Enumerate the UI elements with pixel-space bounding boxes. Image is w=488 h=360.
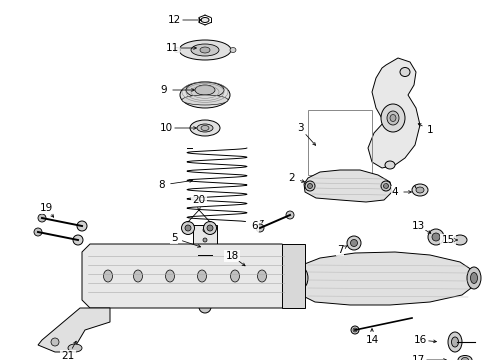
- Text: 21: 21: [61, 351, 75, 360]
- Polygon shape: [38, 308, 110, 352]
- Text: 4: 4: [391, 187, 398, 197]
- Ellipse shape: [383, 184, 387, 189]
- Ellipse shape: [411, 184, 427, 196]
- Polygon shape: [198, 255, 212, 295]
- Ellipse shape: [461, 357, 468, 360]
- Polygon shape: [304, 170, 391, 202]
- Text: 12: 12: [167, 15, 180, 25]
- Polygon shape: [367, 58, 419, 168]
- Polygon shape: [294, 252, 474, 305]
- Ellipse shape: [469, 273, 476, 284]
- Ellipse shape: [181, 221, 194, 234]
- Text: 17: 17: [410, 355, 424, 360]
- Ellipse shape: [447, 332, 461, 352]
- Text: 13: 13: [410, 221, 424, 231]
- Text: 19: 19: [40, 203, 53, 213]
- Ellipse shape: [185, 82, 224, 98]
- Ellipse shape: [350, 326, 358, 334]
- Ellipse shape: [179, 40, 230, 60]
- Ellipse shape: [386, 111, 398, 125]
- Ellipse shape: [206, 225, 213, 231]
- Ellipse shape: [201, 18, 208, 22]
- Ellipse shape: [346, 236, 360, 250]
- Text: 8: 8: [159, 180, 165, 190]
- Ellipse shape: [352, 328, 356, 332]
- Polygon shape: [193, 225, 217, 255]
- Ellipse shape: [203, 238, 206, 242]
- Ellipse shape: [257, 270, 266, 282]
- Text: 15: 15: [441, 235, 454, 245]
- Text: 5: 5: [170, 233, 177, 243]
- Ellipse shape: [203, 228, 206, 232]
- Text: 14: 14: [365, 335, 378, 345]
- Ellipse shape: [201, 126, 208, 130]
- Ellipse shape: [203, 221, 216, 234]
- Ellipse shape: [229, 48, 236, 53]
- Ellipse shape: [466, 267, 480, 289]
- Ellipse shape: [190, 120, 220, 136]
- Ellipse shape: [180, 82, 229, 108]
- Ellipse shape: [380, 104, 404, 132]
- Ellipse shape: [198, 295, 212, 305]
- Ellipse shape: [195, 85, 215, 95]
- Ellipse shape: [197, 270, 206, 282]
- Ellipse shape: [200, 47, 209, 53]
- Ellipse shape: [68, 344, 82, 352]
- Ellipse shape: [295, 268, 307, 288]
- Ellipse shape: [73, 235, 83, 245]
- Ellipse shape: [165, 270, 174, 282]
- Ellipse shape: [199, 301, 210, 313]
- Text: 11: 11: [165, 43, 178, 53]
- Ellipse shape: [174, 48, 180, 53]
- Ellipse shape: [457, 356, 471, 360]
- Ellipse shape: [399, 68, 409, 77]
- Bar: [307, 110, 371, 175]
- Text: 18: 18: [225, 251, 238, 261]
- Ellipse shape: [380, 181, 390, 191]
- Ellipse shape: [415, 187, 423, 193]
- Text: 20: 20: [192, 195, 205, 205]
- Ellipse shape: [38, 214, 46, 222]
- Ellipse shape: [191, 44, 219, 56]
- Text: 7: 7: [336, 245, 343, 255]
- Ellipse shape: [193, 251, 217, 259]
- Text: 6: 6: [251, 221, 258, 231]
- Ellipse shape: [452, 235, 466, 245]
- Polygon shape: [82, 244, 289, 308]
- Text: 9: 9: [161, 85, 167, 95]
- Ellipse shape: [427, 229, 443, 245]
- Ellipse shape: [51, 338, 59, 346]
- Ellipse shape: [182, 95, 227, 105]
- Ellipse shape: [350, 239, 357, 247]
- Text: 1: 1: [426, 125, 432, 135]
- Ellipse shape: [77, 221, 87, 231]
- Ellipse shape: [256, 224, 264, 232]
- Ellipse shape: [133, 270, 142, 282]
- Ellipse shape: [230, 270, 239, 282]
- Ellipse shape: [431, 233, 439, 241]
- Ellipse shape: [103, 270, 112, 282]
- Text: 3: 3: [296, 123, 303, 133]
- Text: 16: 16: [412, 335, 426, 345]
- Ellipse shape: [184, 225, 191, 231]
- Polygon shape: [282, 244, 305, 308]
- Ellipse shape: [450, 337, 458, 347]
- Ellipse shape: [384, 161, 394, 169]
- Ellipse shape: [298, 273, 305, 283]
- Ellipse shape: [34, 228, 42, 236]
- Text: 10: 10: [159, 123, 172, 133]
- Ellipse shape: [305, 181, 314, 191]
- Ellipse shape: [197, 124, 213, 132]
- Ellipse shape: [285, 211, 293, 219]
- Ellipse shape: [389, 114, 395, 122]
- Ellipse shape: [307, 184, 312, 189]
- Text: 2: 2: [288, 173, 295, 183]
